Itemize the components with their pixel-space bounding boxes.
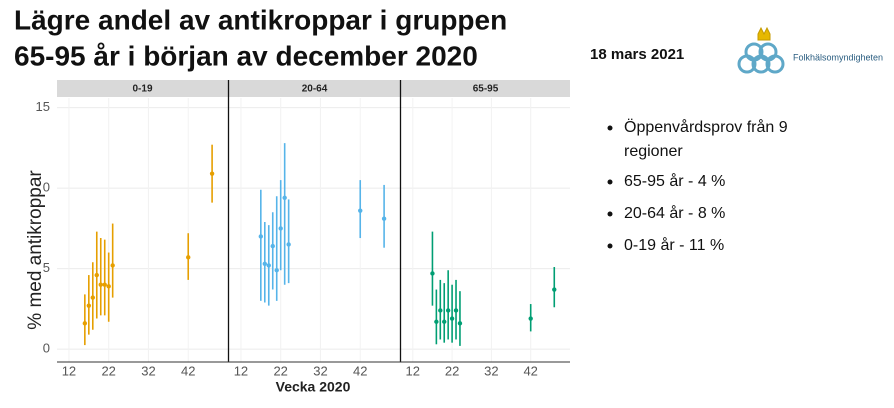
bullet-text: 20-64 år - 8 %: [624, 204, 725, 222]
point: [258, 234, 264, 239]
point: [438, 308, 443, 313]
point: [278, 226, 283, 231]
x-tick-label: 22: [101, 363, 115, 378]
point: [262, 261, 267, 267]
x-tick-label: 32: [484, 363, 498, 378]
facet-label: 65-95: [473, 84, 499, 95]
facet-strip: [57, 80, 228, 97]
bullet-text: 0-19 år - 11 %: [624, 236, 724, 254]
facet-strip: [229, 80, 400, 97]
point: [98, 282, 103, 287]
x-tick-label: 12: [62, 363, 76, 378]
x-tick-label: 22: [273, 363, 287, 378]
panel-background: [229, 98, 400, 362]
point: [274, 268, 279, 273]
title-line: 65-95 år i början av december 2020: [14, 40, 478, 71]
y-tick-label: 0: [43, 180, 50, 195]
facet-label: 20-64: [302, 84, 328, 95]
x-tick-label: 12: [234, 363, 248, 378]
point: [445, 308, 451, 313]
point: [86, 303, 92, 308]
bullet-text: Öppenvårdsprov från 9 regioner: [624, 118, 788, 160]
x-tick-label: 42: [181, 363, 195, 378]
x-tick-label: 42: [523, 363, 537, 378]
y-tick-label: 0: [43, 341, 50, 356]
point: [453, 308, 459, 313]
x-axis-title: Vecka 2020: [276, 379, 351, 395]
point: [528, 316, 533, 321]
facet-label: 0-19: [132, 84, 152, 95]
point: [90, 295, 95, 300]
point: [381, 216, 387, 221]
bullet-dot: [607, 179, 613, 185]
bullet-text: 65-95 år - 4 %: [624, 172, 725, 190]
bullet-text-line: regioner: [624, 143, 683, 160]
bullet-dot: [607, 211, 613, 217]
point: [94, 272, 99, 278]
point: [270, 243, 275, 249]
title-line: Lägre andel av antikroppar i gruppen: [14, 4, 507, 35]
point: [209, 171, 215, 176]
x-tick-label: 12: [406, 363, 420, 378]
point: [286, 242, 291, 247]
point: [552, 287, 557, 292]
point: [442, 319, 447, 324]
point: [282, 195, 287, 201]
facet-strip: [401, 80, 570, 97]
point: [430, 271, 435, 276]
logo: [737, 26, 785, 74]
point: [434, 319, 439, 324]
point: [186, 255, 191, 260]
x-tick-label: 42: [353, 363, 367, 378]
x-tick-label: 32: [141, 363, 155, 378]
point: [457, 321, 463, 326]
logo-text: Folkhälsomyndigheten: [793, 52, 883, 62]
bullet-text-line: Öppenvårdsprov från 9: [624, 118, 788, 136]
panel-background: [57, 98, 228, 362]
panel-background: [401, 98, 570, 362]
bullet-dot: [607, 125, 613, 131]
point: [266, 263, 271, 268]
y-axis-title: % med antikroppar: [25, 170, 46, 330]
x-tick-label: 22: [445, 363, 459, 378]
point: [82, 321, 88, 326]
bullet-list: Öppenvårdsprov från 9 regioner 65-95 år - …: [607, 118, 788, 254]
y-tick-label: 5: [43, 260, 50, 275]
point: [358, 208, 363, 213]
bullet-dot: [607, 243, 613, 249]
point: [110, 263, 115, 268]
point: [102, 282, 107, 287]
chart: % med antikroppar Vecka 2020 0 5 0 15 0-19 12 22…: [25, 80, 570, 395]
x-tick-label: 32: [313, 363, 327, 378]
y-tick-label: 15: [36, 99, 50, 114]
point: [449, 316, 455, 321]
date: 18 mars 2021: [590, 46, 684, 63]
point: [106, 284, 111, 289]
